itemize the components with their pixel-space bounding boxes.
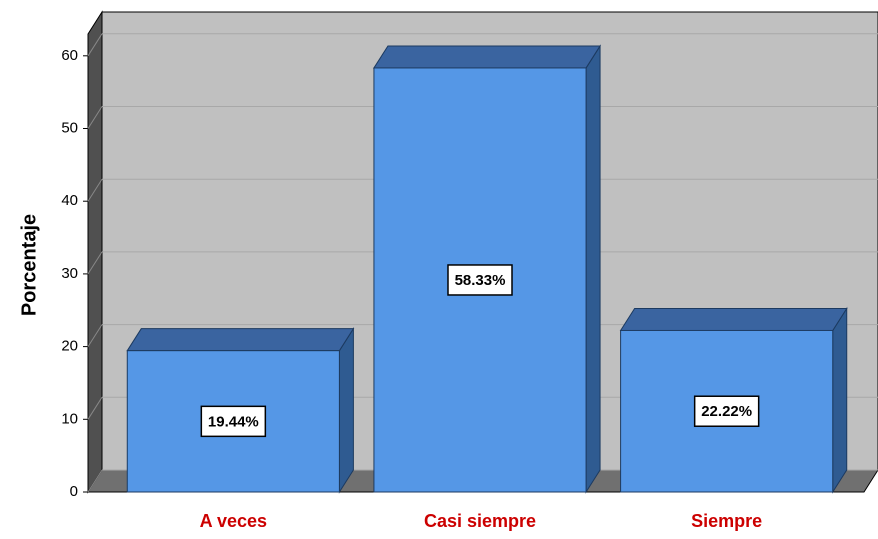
y-tick-label: 30 (61, 265, 78, 282)
x-tick-label: Siempre (691, 511, 762, 531)
x-tick-label: Casi siempre (424, 511, 536, 531)
y-tick-label: 10 (61, 410, 78, 427)
y-axis-label: Porcentaje (18, 214, 40, 316)
y-tick-label: 50 (61, 119, 78, 136)
bar-top (126, 328, 355, 352)
value-label-box (447, 264, 513, 296)
y-tick-label: 20 (61, 338, 78, 355)
grid-line (87, 106, 103, 129)
grid-line (87, 469, 103, 493)
y-tick-label: 60 (61, 47, 78, 64)
value-label: 58.33% (455, 272, 506, 289)
left-wall (87, 10, 103, 494)
grid-line (87, 324, 103, 347)
value-label-box (200, 405, 267, 438)
bar-top (619, 307, 848, 331)
bar-side (585, 44, 601, 494)
value-label: 22.22% (701, 403, 752, 420)
value-label: 19.44% (208, 413, 259, 430)
bar-side (832, 306, 848, 494)
grid-line (87, 178, 103, 202)
grid-line (87, 397, 103, 420)
grid-line (87, 33, 103, 57)
x-tick-label: A veces (200, 511, 267, 531)
value-label-box (693, 395, 760, 427)
y-tick-label: 0 (70, 483, 78, 500)
y-tick-label: 40 (61, 192, 78, 209)
bar-side (338, 326, 354, 494)
bar-top (373, 45, 601, 69)
grid-line (87, 251, 103, 275)
